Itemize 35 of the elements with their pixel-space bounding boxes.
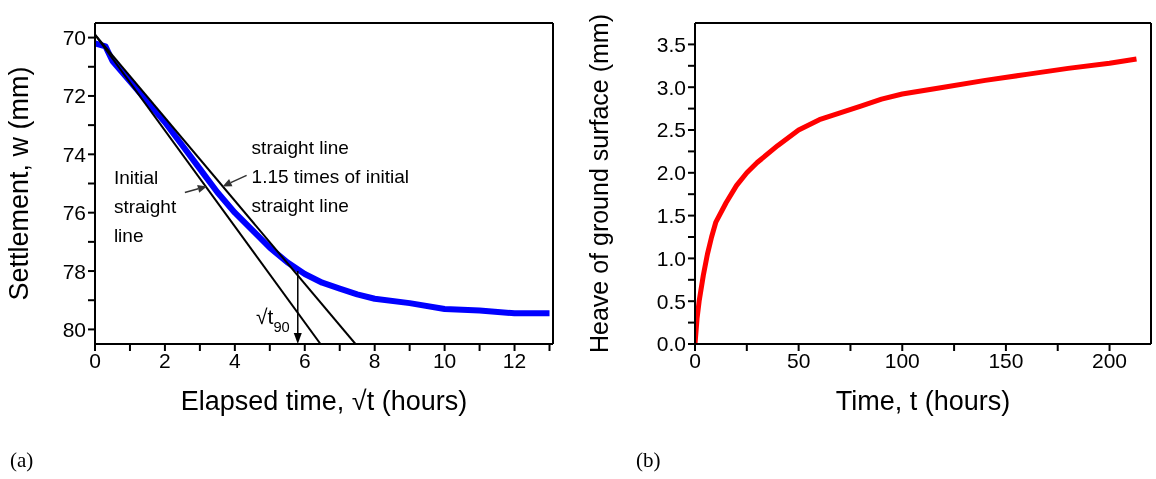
x-tick-label: 4: [229, 348, 241, 372]
x-tick-label: 200: [1092, 348, 1128, 372]
x-tick-label: 12: [502, 348, 527, 372]
x-tick-label: 6: [298, 348, 311, 372]
x-tick-label: 50: [786, 348, 811, 372]
y-tick-label: 3.0: [656, 75, 686, 99]
y-tick-label: 76: [62, 201, 86, 225]
x-tick-label: 10: [432, 348, 457, 372]
y-tick-label: 1.0: [656, 246, 686, 270]
y-tick-label: 3.5: [656, 32, 686, 56]
x-tick-label: 100: [884, 348, 920, 372]
y-tick-label: 78: [62, 259, 86, 283]
x-tick-label: 0: [689, 348, 701, 372]
text: (b): [636, 448, 661, 473]
annotation: Initial straight line: [113, 167, 177, 247]
x-tick-label: 150: [988, 348, 1024, 372]
y-tick-label: 70: [62, 26, 86, 50]
y-tick-label: 72: [62, 84, 86, 108]
x-axis-title: Time, t (hours): [835, 386, 1011, 416]
y-tick-label: 2.0: [656, 161, 686, 185]
y-tick-label: 1.5: [656, 204, 686, 228]
x-tick-label: 2: [159, 348, 171, 372]
text: (a): [10, 448, 34, 473]
y-tick-label: 2.5: [656, 118, 686, 142]
x-axis-title: Elapsed time, √t (hours): [180, 386, 468, 416]
y-tick-label: 80: [62, 317, 86, 341]
y-tick-label: 0.5: [656, 289, 686, 313]
x-tick-label: 0: [89, 348, 101, 372]
y-axis-title: Heave of ground surface (mm): [585, 13, 613, 354]
y-tick-label: 0.0: [656, 332, 686, 356]
annotation: straight line 1.15 times of initial straight line: [251, 137, 409, 217]
y-axis-title: Settlement, w (mm): [4, 66, 34, 301]
annotation: √t$_{90}$: [256, 305, 290, 335]
y-tick-label: 74: [62, 142, 87, 166]
x-tick-label: 8: [368, 348, 381, 372]
